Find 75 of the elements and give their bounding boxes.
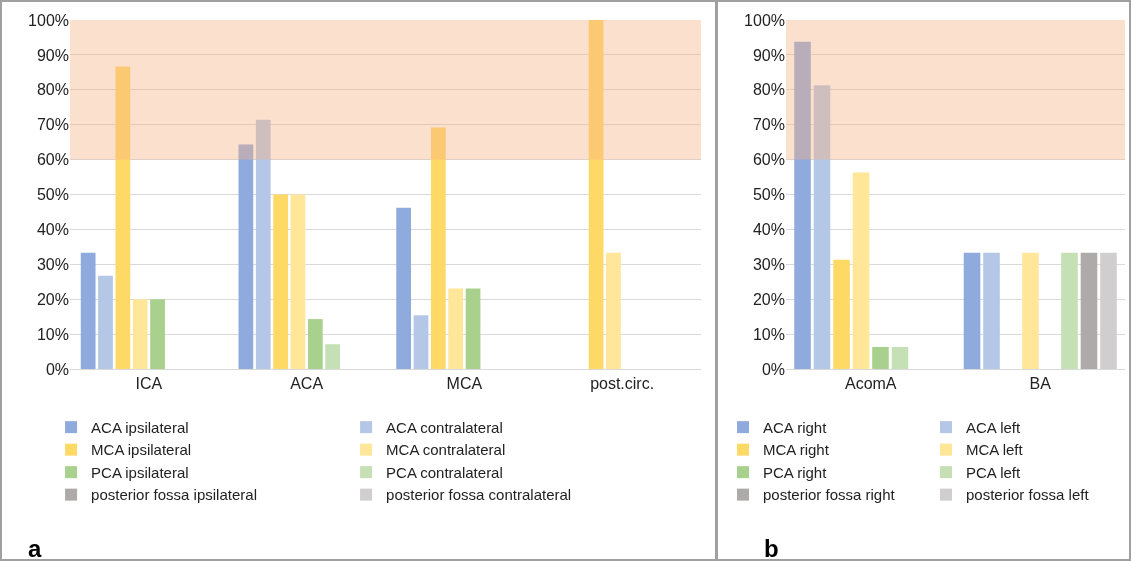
bar xyxy=(80,252,96,369)
y-tick-label: 90% xyxy=(752,46,785,64)
legend-label: ACA ipsilateral xyxy=(91,418,189,436)
y-tick-label: 70% xyxy=(36,116,69,134)
x-tick-label: post.circ. xyxy=(590,375,655,393)
bar xyxy=(150,299,165,369)
y-tick-label: 40% xyxy=(752,221,785,238)
bar xyxy=(833,259,850,369)
y-tick-label: 80% xyxy=(752,81,785,99)
y-tick-label: 100% xyxy=(28,11,69,29)
y-tick-label: 60% xyxy=(36,151,69,169)
y-tick-label: 30% xyxy=(36,255,69,273)
bar xyxy=(396,207,412,369)
y-tick-label: 50% xyxy=(36,186,69,204)
bar xyxy=(588,20,604,369)
legend-label: posterior fossa left xyxy=(966,486,1090,504)
bar xyxy=(273,194,288,369)
legend-label: PCA right xyxy=(763,463,828,481)
bar xyxy=(430,127,446,369)
x-tick-label: BA xyxy=(1029,375,1052,393)
legend-label: PCA ipsilateral xyxy=(91,463,189,481)
legend-label: MCA right xyxy=(763,441,830,459)
legend-label: MCA ipsilateral xyxy=(91,441,192,459)
bar xyxy=(98,275,113,369)
y-tick-label: 0% xyxy=(45,360,69,378)
legend-label: ACA left xyxy=(966,418,1022,436)
legend-label: posterior fossa contralateral xyxy=(386,486,572,504)
legend-label: ACA contralateral xyxy=(386,418,503,436)
bar xyxy=(983,252,1000,369)
y-tick-label: 100% xyxy=(744,11,785,29)
bar xyxy=(852,172,870,369)
bar xyxy=(448,288,464,369)
bar xyxy=(794,41,811,369)
text: b xyxy=(764,535,779,561)
bar xyxy=(891,347,909,369)
legend-label: MCA left xyxy=(966,441,1024,459)
y-tick-label: 20% xyxy=(36,290,69,308)
bar xyxy=(413,315,429,369)
bar xyxy=(1080,252,1098,369)
bar xyxy=(813,85,831,369)
y-tick-label: 0% xyxy=(761,360,785,378)
legend-label: PCA contralateral xyxy=(386,463,503,481)
y-tick-label: 50% xyxy=(752,186,785,204)
x-tick-label: MCA xyxy=(446,375,483,393)
y-tick-label: 80% xyxy=(36,81,69,99)
bar xyxy=(307,319,323,369)
bar xyxy=(325,344,341,369)
text: a xyxy=(28,535,42,561)
x-tick-label: ICA xyxy=(135,375,163,393)
bar xyxy=(963,252,981,369)
y-tick-label: 20% xyxy=(752,290,785,308)
x-tick-label: ACA xyxy=(290,375,324,393)
bar xyxy=(115,66,131,369)
bar xyxy=(132,299,148,369)
bar xyxy=(606,252,621,369)
bar xyxy=(290,194,306,369)
x-tick-label: AcomA xyxy=(844,375,897,393)
bar xyxy=(872,347,889,369)
bar xyxy=(255,119,271,369)
legend-label: posterior fossa ipsilateral xyxy=(91,486,257,504)
legend-label: ACA right xyxy=(763,418,828,436)
y-tick-label: 60% xyxy=(752,151,785,169)
bar xyxy=(238,144,254,369)
y-tick-label: 10% xyxy=(752,325,785,343)
y-tick-label: 70% xyxy=(752,116,785,134)
legend-label: MCA contralateral xyxy=(386,441,506,459)
y-tick-label: 90% xyxy=(36,46,69,64)
bar xyxy=(1022,252,1039,369)
y-tick-label: 10% xyxy=(36,325,69,343)
bar xyxy=(1061,252,1078,369)
legend-label: PCA left xyxy=(966,463,1022,481)
bar xyxy=(465,288,481,369)
y-tick-label: 30% xyxy=(752,255,785,273)
y-tick-label: 40% xyxy=(36,221,69,238)
legend-label: posterior fossa right xyxy=(763,486,896,504)
